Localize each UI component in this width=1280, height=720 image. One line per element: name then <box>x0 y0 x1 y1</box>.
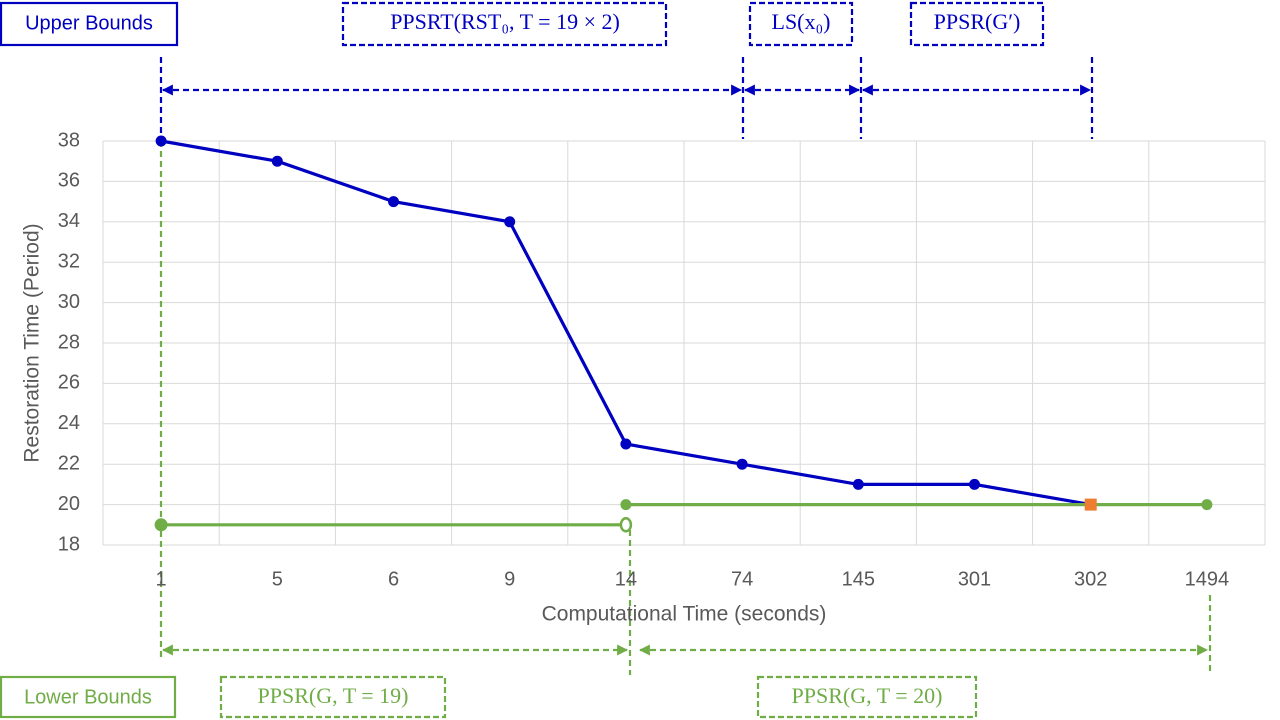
annotation: LS(x₀) <box>772 9 831 34</box>
annotation: PPSR(G, T = 19) <box>258 683 409 708</box>
box <box>0 675 177 719</box>
point <box>271 155 283 167</box>
y-tick-label: 26 <box>58 372 80 394</box>
point <box>504 216 516 228</box>
point <box>1201 499 1213 511</box>
box <box>341 1 668 47</box>
y-tick-label: 20 <box>58 493 80 515</box>
x-axis-title: Computational Time (seconds) <box>542 603 827 626</box>
upper-annotations <box>0 1 1094 141</box>
x-tick-label: 6 <box>388 568 399 590</box>
point <box>1084 498 1097 511</box>
y-tick-label: 22 <box>58 452 80 474</box>
y-tick-label: 24 <box>58 412 80 434</box>
grid <box>102 140 1266 546</box>
point <box>620 438 632 450</box>
y-tick-label: 30 <box>58 291 80 313</box>
point <box>154 518 168 532</box>
x-tick-label: 1 <box>156 568 167 590</box>
annotation: Upper Bounds <box>25 12 153 34</box>
y-tick-label: 34 <box>58 210 80 232</box>
point <box>852 478 864 490</box>
x-tick-label: 145 <box>842 568 875 590</box>
point <box>620 499 632 511</box>
point <box>969 478 980 490</box>
x-tick-label: 14 <box>615 568 637 590</box>
x-tick-label: 1494 <box>1185 568 1230 590</box>
point <box>736 458 748 470</box>
point <box>388 196 399 208</box>
box <box>909 1 1045 47</box>
annotation: PPSRT(RST₀, T = 19 × 2) <box>390 9 620 34</box>
x-tick-label: 74 <box>731 568 753 590</box>
x-tick-label: 302 <box>1074 568 1107 590</box>
annotation: PPSR(G, T = 20) <box>792 683 943 708</box>
annotation: Lower Bounds <box>24 686 152 708</box>
y-tick-label: 32 <box>58 250 80 272</box>
y-tick-label: 36 <box>58 170 80 192</box>
box <box>756 675 978 719</box>
point <box>619 517 633 533</box>
x-tick-label: 5 <box>272 568 283 590</box>
box <box>219 675 447 719</box>
box <box>0 1 179 47</box>
y-axis-title: Restoration Time (Period) <box>21 223 44 462</box>
series-line <box>160 139 1091 507</box>
x-tick-label: 9 <box>504 568 515 590</box>
lower-annotations <box>0 141 1212 719</box>
box <box>748 1 854 47</box>
point <box>155 135 167 147</box>
y-tick-label: 38 <box>58 129 80 151</box>
x-tick-label: 301 <box>958 568 991 590</box>
annotation: PPSR(G′) <box>934 9 1021 34</box>
y-tick-label: 18 <box>58 533 80 555</box>
y-tick-label: 28 <box>58 331 80 353</box>
